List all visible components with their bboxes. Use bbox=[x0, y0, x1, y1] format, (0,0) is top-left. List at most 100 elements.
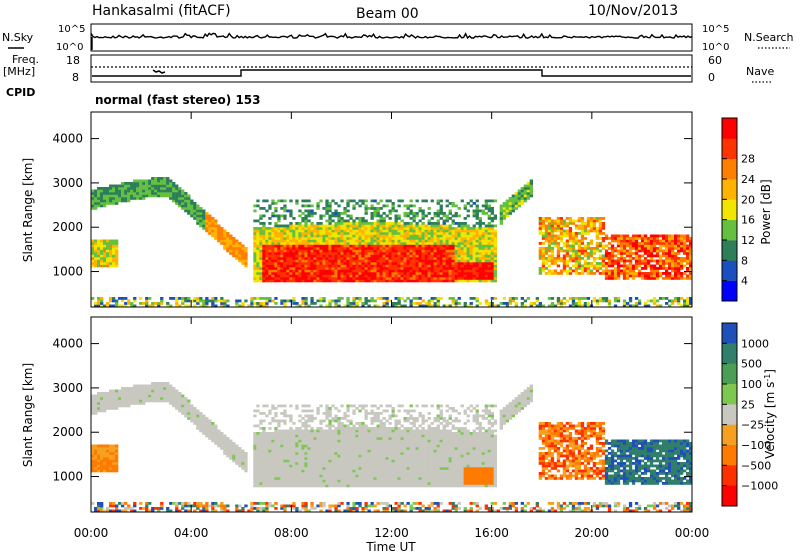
velocity-cell bbox=[106, 464, 110, 468]
velocity-cell bbox=[184, 414, 188, 418]
power-cell bbox=[442, 252, 446, 255]
power-cell bbox=[565, 229, 570, 233]
power-cell bbox=[499, 217, 503, 220]
power-cell bbox=[271, 227, 275, 230]
power-cell bbox=[379, 247, 383, 250]
power-cell bbox=[589, 229, 594, 233]
power-cell bbox=[481, 272, 485, 275]
velocity-cell bbox=[196, 419, 200, 423]
power-cell bbox=[373, 254, 377, 258]
power-cell bbox=[262, 244, 266, 248]
power-cell bbox=[307, 279, 311, 283]
velocity-cell bbox=[124, 389, 128, 393]
velocity-cell bbox=[181, 399, 185, 403]
power-cell bbox=[628, 239, 633, 243]
velocity-cell bbox=[265, 477, 269, 480]
power-cell bbox=[475, 269, 479, 273]
power-cell bbox=[262, 229, 266, 233]
power-cell bbox=[157, 194, 161, 198]
power-cell bbox=[388, 222, 392, 225]
velocity-cell bbox=[280, 444, 284, 448]
power-cell bbox=[298, 262, 302, 265]
power-cell bbox=[166, 189, 170, 193]
power-cell bbox=[640, 267, 645, 270]
velocity-cell bbox=[115, 447, 119, 450]
velocity-cell bbox=[100, 454, 104, 458]
power-cell bbox=[442, 257, 446, 260]
power-cell bbox=[331, 212, 335, 215]
power-cell bbox=[154, 189, 158, 193]
velocity-cell bbox=[124, 509, 128, 513]
power-cell bbox=[148, 192, 152, 195]
velocity-cell bbox=[109, 392, 113, 395]
velocity-cell bbox=[172, 399, 176, 403]
power-cell bbox=[400, 227, 404, 230]
power-cell bbox=[677, 249, 681, 253]
power-cell bbox=[298, 279, 302, 283]
velocity-cell bbox=[253, 477, 257, 480]
power-cell bbox=[199, 222, 203, 225]
power-cell bbox=[604, 244, 609, 248]
power-cell bbox=[250, 299, 254, 303]
velocity-cell bbox=[157, 394, 161, 398]
power-cell bbox=[262, 267, 266, 270]
power-cell bbox=[574, 259, 579, 263]
velocity-cell bbox=[97, 454, 101, 458]
power-cell bbox=[334, 272, 338, 275]
power-cell bbox=[583, 259, 588, 263]
power-cell bbox=[328, 202, 332, 205]
power-cell bbox=[508, 212, 512, 215]
power-cell bbox=[310, 214, 314, 218]
power-cell bbox=[388, 257, 392, 260]
power-cell bbox=[172, 184, 176, 188]
velocity-cell bbox=[109, 447, 113, 450]
power-cell bbox=[262, 302, 266, 305]
power-cell bbox=[328, 279, 332, 283]
power-cell bbox=[454, 257, 458, 260]
velocity-cell bbox=[274, 434, 278, 438]
power-cell bbox=[127, 192, 131, 195]
power-cell bbox=[604, 267, 609, 270]
power-cell bbox=[283, 252, 287, 255]
power-cell bbox=[686, 259, 690, 263]
power-cell bbox=[322, 252, 326, 255]
power-cell bbox=[625, 252, 630, 255]
power-cell bbox=[289, 272, 293, 275]
power-cell bbox=[394, 209, 398, 213]
power-cell bbox=[686, 297, 690, 300]
power-cell bbox=[100, 264, 104, 268]
velocity-cell bbox=[181, 397, 185, 400]
power-cell bbox=[220, 239, 224, 243]
power-cell bbox=[662, 249, 666, 253]
velocity-cell bbox=[262, 474, 266, 478]
power-cell bbox=[427, 239, 431, 243]
power-cell bbox=[415, 229, 419, 233]
power-cell bbox=[427, 249, 431, 253]
power-cell bbox=[253, 232, 257, 235]
power-cell bbox=[493, 262, 497, 265]
power-cell bbox=[665, 237, 669, 240]
power-cell bbox=[412, 297, 416, 300]
power-cell bbox=[436, 237, 440, 240]
power-cell bbox=[145, 182, 149, 185]
power-cell bbox=[349, 242, 353, 245]
power-cell bbox=[445, 242, 449, 245]
power-cell bbox=[379, 257, 383, 260]
power-cell bbox=[388, 227, 392, 230]
power-cell bbox=[430, 304, 434, 308]
power-cell bbox=[367, 279, 371, 283]
velocity-cell bbox=[274, 407, 278, 410]
power-cell bbox=[355, 242, 359, 245]
power-cell bbox=[559, 249, 564, 253]
power-cell bbox=[662, 272, 666, 275]
power-cell bbox=[442, 247, 446, 250]
power-cell bbox=[421, 247, 425, 250]
power-cell bbox=[352, 207, 356, 210]
power-cell bbox=[412, 252, 416, 255]
power-cell bbox=[451, 274, 455, 278]
velocity-cell bbox=[271, 472, 275, 475]
power-cell bbox=[316, 239, 320, 243]
power-cell bbox=[115, 194, 119, 198]
power-cell bbox=[619, 272, 624, 275]
power-cell bbox=[265, 247, 269, 250]
